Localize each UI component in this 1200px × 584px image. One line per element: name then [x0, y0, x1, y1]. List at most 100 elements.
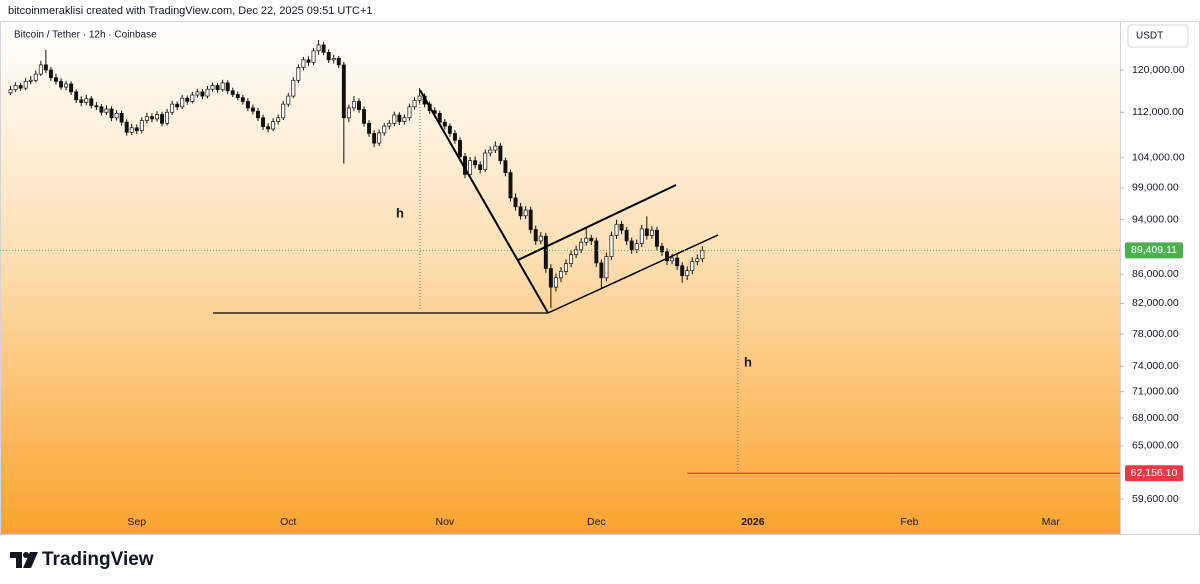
candle-body [660, 245, 664, 253]
logo-part [10, 552, 22, 568]
candle-body [316, 44, 321, 52]
candle-body [351, 101, 356, 109]
candle-body [589, 237, 594, 242]
candle-body [518, 206, 523, 217]
candle-body [99, 106, 104, 113]
candle-body [437, 113, 442, 123]
candle-body [13, 85, 18, 91]
candle-body [230, 90, 235, 95]
candle-body [594, 240, 599, 264]
x-tick-label: Oct [280, 516, 296, 528]
candle-body [523, 209, 528, 217]
candle-body [604, 256, 609, 279]
annotation: h [744, 354, 752, 369]
candle-body [569, 254, 574, 264]
candle-body [185, 97, 190, 102]
candle-body [331, 57, 336, 61]
candle-body [175, 103, 180, 108]
last-price-label: 89,409.11 [1131, 244, 1177, 256]
candle-body [412, 100, 417, 108]
candle-body [599, 262, 604, 279]
y-tick-label: 94,000.00 [1132, 213, 1179, 225]
candle-body [321, 44, 326, 53]
y-tick-label: 120,000.00 [1132, 64, 1185, 76]
candle-body [256, 110, 260, 119]
candle-body [114, 113, 119, 119]
x-tick-label: 2026 [741, 516, 765, 528]
candle-body [690, 261, 695, 272]
candle-body [48, 69, 53, 79]
candle-body [468, 160, 473, 175]
y-tick-label: 59,600.00 [1132, 493, 1179, 505]
candle-body [392, 114, 397, 124]
candle-body [357, 101, 361, 110]
candle-body [478, 164, 483, 170]
candle-body [362, 109, 366, 124]
candle-body [129, 127, 134, 133]
candle-body [276, 117, 281, 123]
currency-label: USDT [1136, 31, 1163, 42]
candle-body [326, 52, 331, 61]
candle-body [195, 91, 200, 96]
candle-body [235, 94, 240, 99]
candle-body [553, 277, 558, 288]
candle-body [109, 108, 114, 119]
candle-body [210, 85, 215, 90]
candle-body [261, 117, 265, 128]
candle-body [266, 126, 271, 130]
candle-body [498, 145, 503, 162]
candle-body [124, 121, 129, 133]
candle-body [624, 229, 629, 242]
candle-body [680, 265, 685, 276]
y-tick-label: 65,000.00 [1132, 440, 1179, 452]
y-tick-label: 86,000.00 [1132, 268, 1179, 280]
candle-body [675, 257, 680, 267]
symbol-title: Bitcoin / Tether · 12h · Coinbase [14, 30, 157, 41]
candle-body [43, 64, 48, 71]
candle-body [543, 235, 548, 269]
y-tick-label: 78,000.00 [1132, 328, 1179, 340]
y-tick-label: 82,000.00 [1132, 297, 1179, 309]
candle-body [215, 85, 220, 91]
candle-body [402, 117, 407, 123]
x-tick-label: Mar [1042, 516, 1061, 528]
candle-body [670, 257, 675, 262]
candle-body [629, 240, 634, 251]
candle-body [79, 99, 84, 103]
candle-body [205, 88, 210, 97]
candle-body [271, 121, 276, 130]
logo-part [23, 552, 29, 558]
candle-body [240, 97, 245, 102]
logo-part [23, 552, 38, 568]
candle-body [139, 120, 144, 131]
candle-body [225, 82, 230, 92]
candle-body [695, 258, 700, 262]
candle-body [634, 243, 639, 251]
x-tick-label: Feb [900, 516, 918, 528]
candle-body [341, 64, 346, 119]
currency-box[interactable] [1127, 24, 1189, 48]
candle-body [609, 235, 614, 257]
last-price-box [1125, 242, 1183, 259]
candle-body [190, 94, 195, 102]
channel-line [517, 184, 677, 261]
candle-body [488, 149, 493, 154]
candle-body [54, 77, 58, 82]
candle-body [64, 83, 69, 88]
candle-body [165, 111, 170, 124]
candle-body [94, 105, 99, 108]
candle-body [654, 229, 659, 247]
candle-body [528, 209, 533, 230]
candle-body [564, 263, 568, 272]
marks [8, 40, 705, 308]
candle-body [442, 121, 447, 127]
candle-body [367, 122, 372, 134]
y-tick-label: 71,000.00 [1132, 385, 1179, 397]
candle-body [377, 132, 382, 144]
trend-line [419, 89, 549, 314]
candle-body [119, 113, 124, 123]
annotation: h [396, 205, 404, 220]
candle-body [503, 160, 508, 173]
